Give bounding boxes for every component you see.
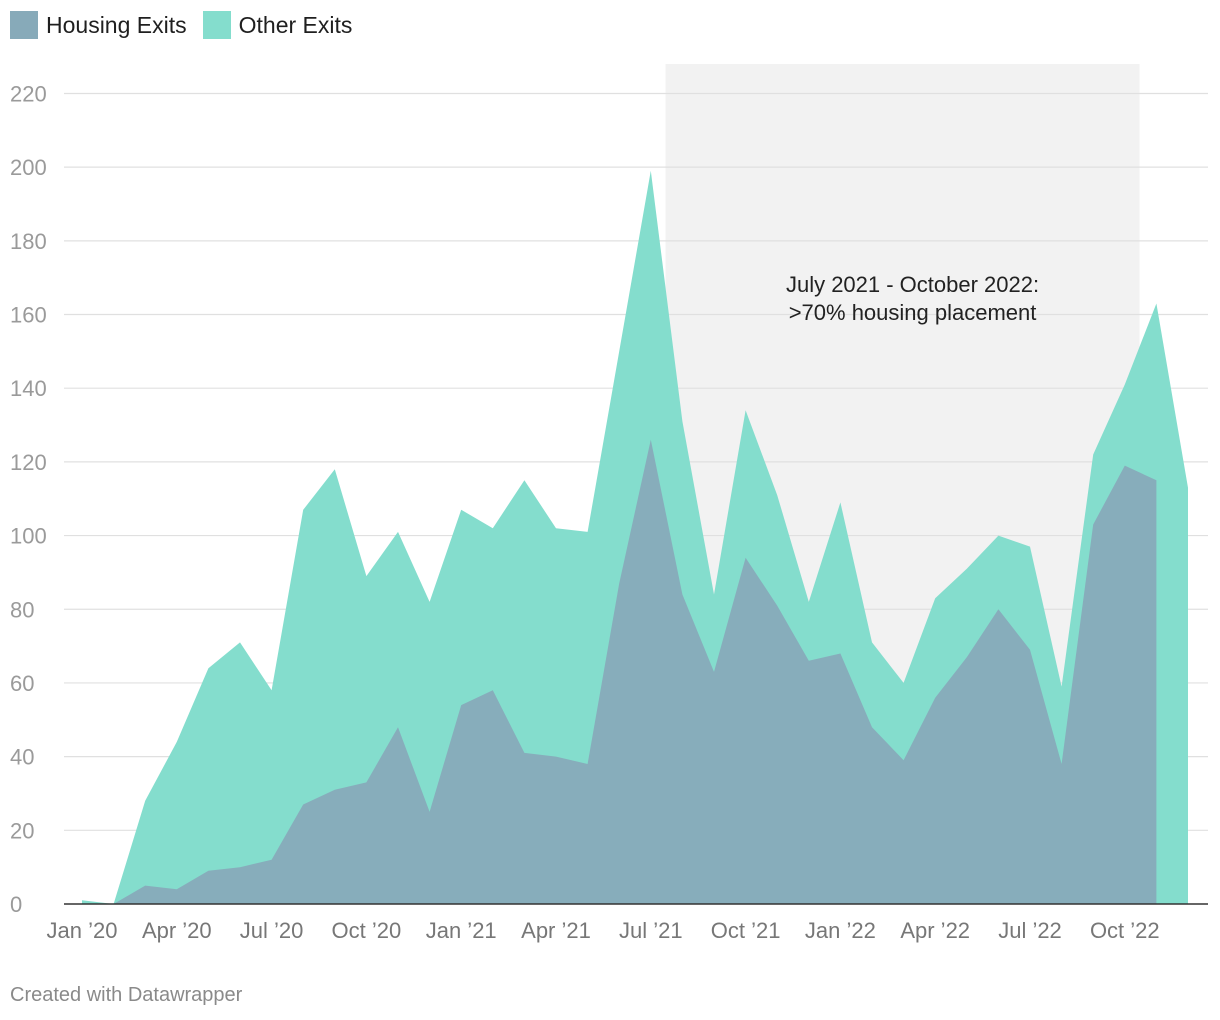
x-tick-label: Apr ’22: [900, 918, 970, 943]
legend-label-other-exits: Other Exits: [238, 11, 353, 38]
x-tick-label: Jul ’22: [998, 918, 1062, 943]
y-tick-label-220: 220: [10, 81, 47, 106]
y-tick-label-20: 20: [10, 818, 34, 843]
y-tick-label-140: 140: [10, 376, 47, 401]
y-tick-label-120: 120: [10, 450, 47, 475]
annotation-line-1: July 2021 - October 2022:: [786, 272, 1039, 297]
x-tick-label: Apr ’21: [521, 918, 591, 943]
x-tick-label: Oct ’21: [711, 918, 781, 943]
credit-text: Created with Datawrapper: [10, 984, 243, 1006]
legend-swatch-housing-exits: [10, 11, 38, 39]
x-tick-label: Oct ’22: [1090, 918, 1160, 943]
x-tick-label: Jan ’21: [426, 918, 497, 943]
x-tick-label: Jul ’21: [619, 918, 683, 943]
annotation-line-2: >70% housing placement: [789, 300, 1037, 325]
y-tick-label-160: 160: [10, 303, 47, 328]
y-tick-label-80: 80: [10, 597, 34, 622]
y-tick-label-40: 40: [10, 745, 34, 770]
x-tick-label: Jul ’20: [240, 918, 304, 943]
legend-swatch-other-exits: [202, 11, 231, 39]
chart-legend: Housing Exits Other Exits: [10, 8, 368, 42]
y-tick-label-200: 200: [10, 155, 47, 180]
y-tick-label-180: 180: [10, 229, 47, 254]
x-tick-label: Jan ’20: [47, 918, 118, 943]
y-tick-label-100: 100: [10, 524, 47, 549]
x-tick-label: Apr ’20: [142, 918, 212, 943]
legend-label-housing-exits: Housing Exits: [46, 11, 187, 38]
x-tick-label: Jan ’22: [805, 918, 876, 943]
legend-item-other-exits: Other Exits: [202, 11, 353, 39]
legend-item-housing-exits: Housing Exits: [10, 11, 187, 39]
y-tick-label-60: 60: [10, 671, 34, 696]
y-tick-label-0: 0: [10, 892, 22, 917]
x-tick-label: Oct ’20: [332, 918, 402, 943]
series-area-housing-exits: [82, 439, 1157, 904]
